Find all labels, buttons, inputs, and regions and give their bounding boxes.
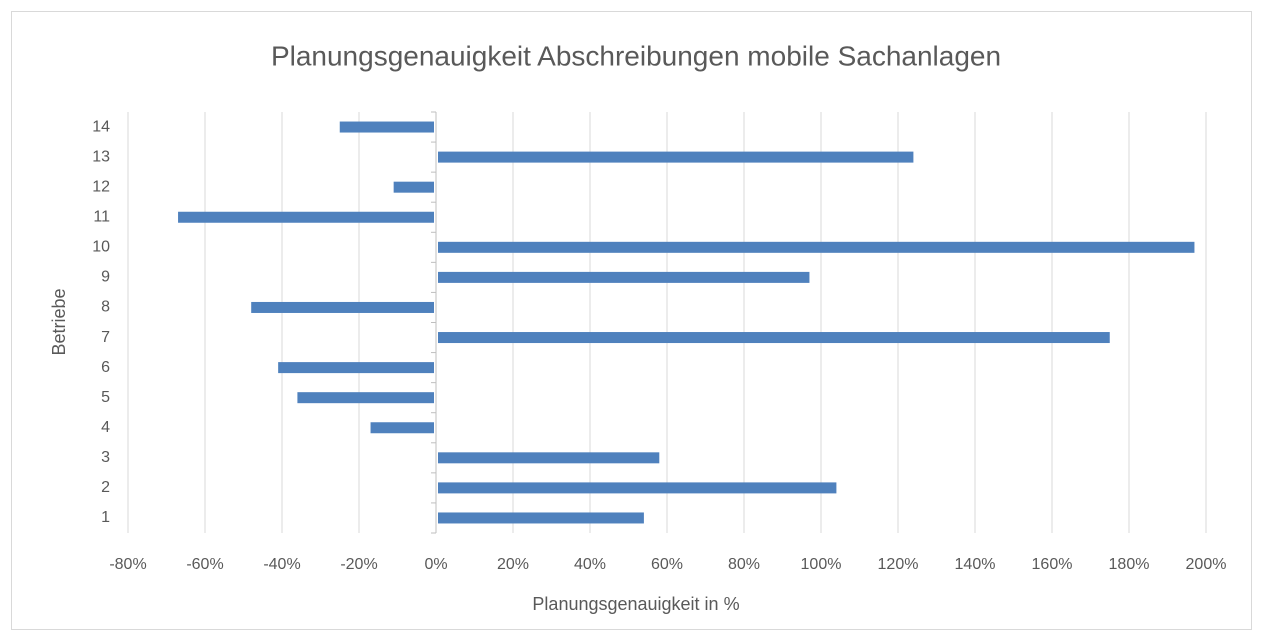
- bar: [438, 151, 914, 163]
- bar: [297, 392, 434, 404]
- x-tick-label: -60%: [186, 556, 223, 573]
- y-tick-label: 1: [101, 509, 110, 526]
- bar: [438, 271, 810, 283]
- y-tick-label: 7: [101, 329, 110, 346]
- y-tick-label: 6: [101, 359, 110, 376]
- x-tick-label: 200%: [1186, 556, 1227, 573]
- x-tick-label: 180%: [1109, 556, 1150, 573]
- x-tick-label: -80%: [109, 556, 146, 573]
- bar: [438, 482, 837, 494]
- y-tick-label: 12: [92, 178, 110, 195]
- x-tick-label: -20%: [340, 556, 377, 573]
- y-tick-label: 3: [101, 449, 110, 466]
- x-tick-label: 60%: [651, 556, 683, 573]
- bar: [339, 121, 434, 133]
- x-tick-label: 120%: [878, 556, 919, 573]
- bar: [438, 512, 644, 524]
- bar: [438, 452, 660, 464]
- y-tick-label: 14: [92, 118, 110, 135]
- bar: [178, 211, 434, 223]
- bar: [370, 422, 434, 434]
- y-tick-label: 10: [92, 239, 110, 256]
- bar: [438, 241, 1195, 253]
- bar: [278, 362, 434, 374]
- y-tick-label: 5: [101, 389, 110, 406]
- x-tick-label: 100%: [801, 556, 842, 573]
- x-tick-label: -40%: [263, 556, 300, 573]
- x-tick-label: 80%: [728, 556, 760, 573]
- y-tick-label: 4: [101, 419, 110, 436]
- x-tick-label: 40%: [574, 556, 606, 573]
- y-tick-label: 13: [92, 148, 110, 165]
- y-tick-label: 8: [101, 299, 110, 316]
- x-tick-label: 160%: [1032, 556, 1073, 573]
- chart-title: Planungsgenauigkeit Abschreibungen mobil…: [271, 40, 1001, 71]
- y-tick-label: 9: [101, 269, 110, 286]
- x-tick-label: 0%: [424, 556, 447, 573]
- bar: [393, 181, 434, 193]
- bar: [251, 301, 434, 313]
- bar: [438, 332, 1110, 344]
- y-tick-label: 11: [93, 208, 110, 225]
- chart-border: [11, 11, 1252, 630]
- x-tick-label: 20%: [497, 556, 529, 573]
- y-axis-label: Betriebe: [49, 288, 69, 355]
- x-axis-label: Planungsgenauigkeit in %: [532, 594, 739, 614]
- x-tick-label: 140%: [955, 556, 996, 573]
- y-tick-label: 2: [101, 479, 110, 496]
